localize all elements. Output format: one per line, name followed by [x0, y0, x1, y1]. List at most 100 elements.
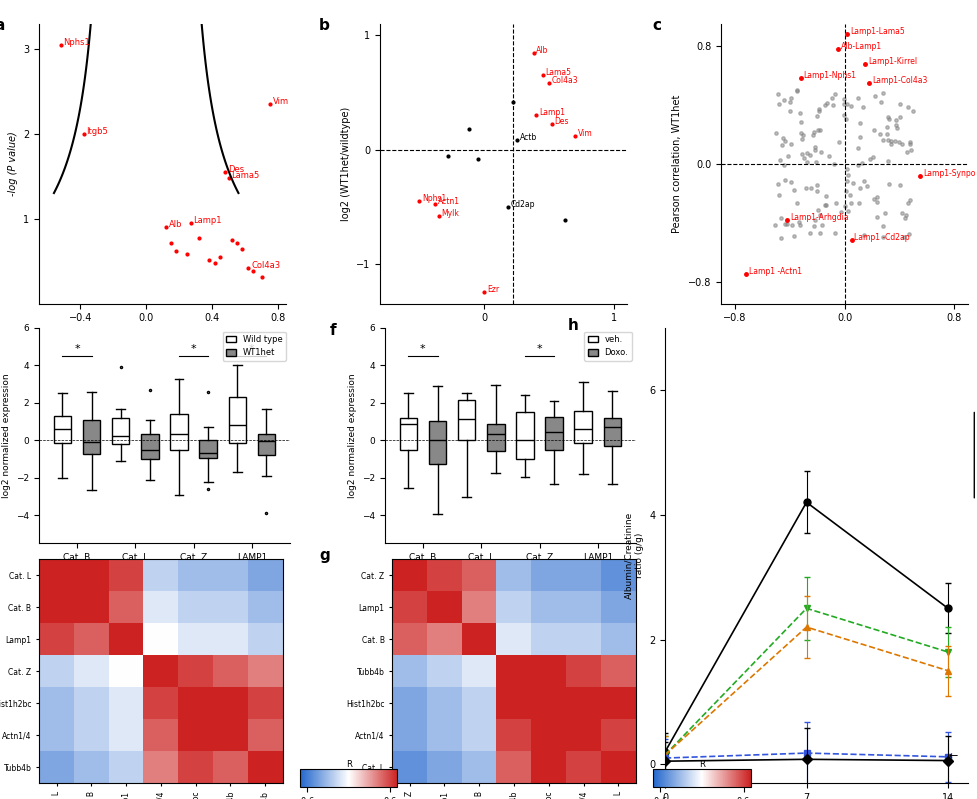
Point	[873, 230, 889, 243]
Text: Vim: Vim	[273, 97, 288, 106]
Point	[901, 228, 916, 240]
Point	[795, 152, 811, 165]
Title: R: R	[346, 760, 352, 769]
Point	[773, 232, 788, 244]
Text: Itgb5: Itgb5	[86, 127, 108, 136]
Point	[893, 207, 909, 220]
Point	[798, 156, 814, 169]
Point	[904, 105, 919, 117]
Point	[832, 206, 848, 219]
Point	[899, 101, 914, 113]
Point	[842, 99, 858, 112]
Point	[878, 121, 894, 133]
Point	[871, 128, 887, 141]
Point	[841, 189, 857, 201]
Point	[879, 111, 895, 124]
Point	[839, 205, 855, 217]
X-axis label: Pearson correlation, Doxo: Pearson correlation, Doxo	[782, 329, 907, 339]
Text: Ezr: Ezr	[487, 285, 498, 294]
PathPatch shape	[545, 417, 562, 451]
X-axis label: Doxorubicin: Doxorubicin	[481, 567, 539, 578]
Point	[811, 102, 827, 115]
Point	[891, 97, 907, 110]
Point	[879, 155, 895, 168]
Y-axis label: log2 normalized expression: log2 normalized expression	[347, 373, 357, 498]
Point	[808, 178, 824, 191]
Point	[805, 125, 821, 138]
Text: Actb: Actb	[519, 133, 536, 142]
Point	[792, 115, 808, 128]
Point	[852, 131, 868, 144]
Point	[839, 168, 855, 181]
Point	[802, 181, 818, 194]
Point	[891, 178, 907, 191]
Point	[901, 193, 916, 206]
Point	[769, 177, 785, 190]
Text: b: b	[319, 18, 329, 34]
Point	[804, 129, 820, 141]
Point	[788, 84, 804, 97]
Text: *: *	[249, 344, 254, 354]
PathPatch shape	[112, 418, 129, 444]
Point	[807, 144, 823, 157]
Point	[798, 147, 814, 160]
Point	[851, 181, 867, 194]
Text: Mylk: Mylk	[441, 209, 459, 218]
Point	[773, 212, 788, 225]
PathPatch shape	[258, 434, 275, 455]
Point	[836, 200, 852, 213]
Point	[810, 203, 826, 216]
Text: Actn1: Actn1	[437, 197, 459, 206]
Text: Lamp1 -Cd2ap: Lamp1 -Cd2ap	[854, 233, 909, 242]
Point	[851, 117, 867, 129]
Point	[874, 86, 890, 99]
Title: R: R	[699, 760, 704, 769]
Point	[850, 197, 866, 209]
Point	[902, 137, 917, 150]
PathPatch shape	[516, 411, 533, 459]
Point	[807, 140, 823, 153]
Point	[810, 105, 826, 117]
Point	[835, 109, 851, 121]
Text: Lamp1-Synpo: Lamp1-Synpo	[922, 169, 974, 177]
Text: Vim: Vim	[577, 129, 592, 138]
PathPatch shape	[400, 418, 416, 451]
Point	[872, 95, 888, 108]
Point	[874, 220, 890, 233]
Point	[816, 98, 831, 111]
Point	[771, 189, 786, 201]
Text: Nphs1: Nphs1	[64, 38, 90, 47]
Point	[782, 105, 797, 117]
Point	[893, 137, 909, 150]
Point	[784, 218, 799, 231]
PathPatch shape	[428, 421, 446, 463]
Text: *: *	[536, 344, 542, 354]
Point	[898, 209, 913, 221]
Point	[783, 137, 798, 150]
Y-axis label: Pearson correlation, WT1het: Pearson correlation, WT1het	[672, 94, 682, 233]
Point	[890, 136, 906, 149]
Point	[787, 85, 803, 97]
PathPatch shape	[573, 411, 591, 443]
Point	[882, 134, 898, 147]
Point	[887, 118, 903, 131]
PathPatch shape	[170, 414, 188, 450]
Text: *: *	[191, 344, 196, 354]
Point	[824, 92, 839, 105]
Point	[855, 101, 871, 113]
Point	[835, 93, 851, 106]
Text: Lamp1-Nphs1: Lamp1-Nphs1	[803, 71, 856, 81]
Point	[828, 197, 843, 209]
Text: Col4a3: Col4a3	[551, 77, 578, 85]
Point	[794, 129, 810, 141]
Point	[855, 175, 871, 188]
Point	[865, 123, 880, 136]
Text: f: f	[329, 324, 336, 338]
Text: Alb-Lamp1: Alb-Lamp1	[839, 42, 881, 51]
Point	[811, 227, 827, 240]
Point	[895, 231, 911, 244]
Y-axis label: log2 (WT1het/wildtype): log2 (WT1het/wildtype)	[340, 107, 350, 221]
Text: Lamp1-Col4a3: Lamp1-Col4a3	[871, 76, 926, 85]
Point	[874, 133, 890, 146]
Point	[777, 135, 792, 148]
